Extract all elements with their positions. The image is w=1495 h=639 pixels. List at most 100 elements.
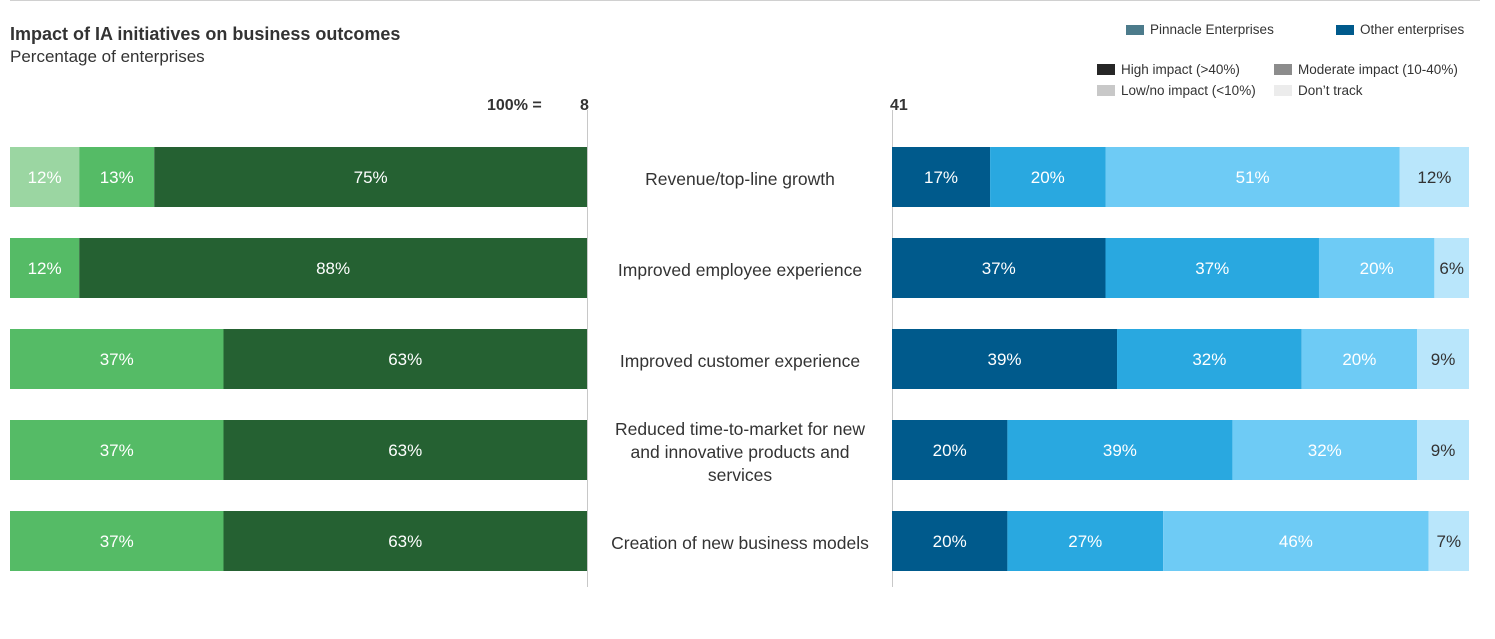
other-data-label-creation-of-new-business-models-low-no-impact-10: 46% — [1279, 532, 1313, 551]
other-data-label-improved-employee-experience-high-impact-40: 37% — [982, 259, 1016, 278]
pinnacle-data-label-revenue-top-line-growth-high-impact-40: 75% — [354, 168, 388, 187]
other-bar-creation-of-new-business-models-moderate-impact-10-40 — [1007, 511, 1164, 571]
other-data-label-revenue-top-line-growth-high-impact-40: 17% — [924, 168, 958, 187]
other-bar-improved-employee-experience-moderate-impact-10-40 — [1105, 238, 1319, 298]
pinnacle-axis-line — [587, 110, 588, 587]
pinnacle-bar-reduced-time-to-market-for-new-and-innovative-products-and-services-moderate-impact-10-40 — [10, 420, 224, 480]
pinnacle-bar-improved-employee-experience-moderate-impact-10-40 — [10, 238, 80, 298]
legend-swatch-low-impact — [1097, 85, 1115, 96]
pinnacle-bar-creation-of-new-business-models-moderate-impact-10-40 — [10, 511, 224, 571]
other-data-label-improved-employee-experience-don-t-track: 6% — [1439, 259, 1464, 278]
legend-label-pinnacle: Pinnacle Enterprises — [1150, 22, 1274, 37]
category-label-improved-customer-experience: Improved customer experience — [595, 350, 885, 373]
other-data-label-reduced-time-to-market-for-new-and-innovative-products-and-services-don-t-track: 9% — [1431, 441, 1456, 460]
other-bar-revenue-top-line-growth-don-t-track — [1399, 147, 1469, 207]
other-data-label-revenue-top-line-growth-low-no-impact-10: 51% — [1236, 168, 1270, 187]
pinnacle-bar-revenue-top-line-growth-moderate-impact-10-40 — [79, 147, 155, 207]
other-bar-improved-employee-experience-don-t-track — [1434, 238, 1469, 298]
pinnacle-data-label-improved-employee-experience-moderate-impact-10-40: 12% — [28, 259, 62, 278]
other-bar-reduced-time-to-market-for-new-and-innovative-products-and-services-don-t-track — [1417, 420, 1469, 480]
other-data-label-reduced-time-to-market-for-new-and-innovative-products-and-services-high-impact-40: 20% — [933, 441, 967, 460]
legend-swatch-dont-track — [1274, 85, 1292, 96]
other-bar-improved-customer-experience-low-no-impact-10 — [1301, 329, 1418, 389]
other-data-label-reduced-time-to-market-for-new-and-innovative-products-and-services-low-no-impact-10: 32% — [1308, 441, 1342, 460]
other-bar-reduced-time-to-market-for-new-and-innovative-products-and-services-high-impact-40 — [892, 420, 1008, 480]
category-label-line: Revenue/top-line growth — [645, 168, 835, 189]
legend-label-high-impact: High impact (>40%) — [1121, 62, 1240, 77]
other-data-label-creation-of-new-business-models-moderate-impact-10-40: 27% — [1068, 532, 1102, 551]
category-label-improved-employee-experience: Improved employee experience — [595, 259, 885, 282]
other-bar-improved-customer-experience-high-impact-40 — [892, 329, 1118, 389]
legend-swatch-moderate-impact — [1274, 64, 1292, 75]
legend-label-other: Other enterprises — [1360, 22, 1465, 37]
chart-title: Impact of IA initiatives on business out… — [10, 24, 401, 44]
category-label-line: Improved customer experience — [619, 350, 861, 371]
legend-item-dont-track: Don’t track — [1274, 83, 1363, 98]
legend-label-moderate-impact: Moderate impact (10-40%) — [1298, 62, 1458, 77]
pinnacle-data-label-reduced-time-to-market-for-new-and-innovative-products-and-services-moderate-impact-10-40: 37% — [100, 441, 134, 460]
other-data-label-revenue-top-line-growth-don-t-track: 12% — [1417, 168, 1451, 187]
legend-item-other: Other enterprises — [1336, 22, 1464, 37]
other-bar-revenue-top-line-growth-high-impact-40 — [892, 147, 991, 207]
other-data-label-improved-employee-experience-moderate-impact-10-40: 37% — [1195, 259, 1229, 278]
chart-subtitle: Percentage of enterprises — [10, 47, 205, 66]
other-data-label-revenue-top-line-growth-moderate-impact-10-40: 20% — [1031, 168, 1065, 187]
other-bar-reduced-time-to-market-for-new-and-innovative-products-and-services-moderate-impact-10-40 — [1007, 420, 1233, 480]
category-label-reduced-time-to-market-for-new-and-innovative-products-and-services: Reduced time-to-market for new and innova… — [595, 418, 885, 487]
category-label-line: services — [707, 464, 773, 485]
pinnacle-data-label-reduced-time-to-market-for-new-and-innovative-products-and-services-high-impact-40: 63% — [388, 441, 422, 460]
other-data-label-creation-of-new-business-models-high-impact-40: 20% — [933, 532, 967, 551]
legend-swatch-high-impact — [1097, 64, 1115, 75]
other-bar-reduced-time-to-market-for-new-and-innovative-products-and-services-low-no-impact-10 — [1232, 420, 1418, 480]
base-size-other: 41 — [890, 97, 908, 114]
other-bar-improved-employee-experience-low-no-impact-10 — [1318, 238, 1435, 298]
base-size-pinnacle: 8 — [580, 97, 589, 114]
pinnacle-data-label-improved-employee-experience-high-impact-40: 88% — [316, 259, 350, 278]
other-data-label-improved-employee-experience-low-no-impact-10: 20% — [1360, 259, 1394, 278]
pinnacle-bar-creation-of-new-business-models-high-impact-40 — [223, 511, 588, 571]
pinnacle-bar-improved-employee-experience-high-impact-40 — [79, 238, 588, 298]
category-label-creation-of-new-business-models: Creation of new business models — [595, 532, 885, 555]
pinnacle-data-label-creation-of-new-business-models-high-impact-40: 63% — [388, 532, 422, 551]
legend-label-low-impact: Low/no impact (<10%) — [1121, 83, 1256, 98]
other-bar-creation-of-new-business-models-don-t-track — [1428, 511, 1469, 571]
other-bar-improved-customer-experience-moderate-impact-10-40 — [1117, 329, 1302, 389]
category-label-line: Reduced time-to-market for new — [615, 418, 865, 439]
other-bar-revenue-top-line-growth-moderate-impact-10-40 — [990, 147, 1106, 207]
other-bar-revenue-top-line-growth-low-no-impact-10 — [1105, 147, 1400, 207]
base-size-prefix: 100% = — [487, 97, 542, 114]
other-data-label-improved-customer-experience-high-impact-40: 39% — [987, 350, 1021, 369]
other-data-label-improved-customer-experience-moderate-impact-10-40: 32% — [1192, 350, 1226, 369]
category-label-line: Creation of new business models — [611, 532, 869, 553]
other-bar-creation-of-new-business-models-high-impact-40 — [892, 511, 1008, 571]
legend-item-moderate-impact: Moderate impact (10-40%) — [1274, 62, 1458, 77]
category-label-line: and innovative products and — [630, 441, 850, 462]
other-bar-improved-customer-experience-don-t-track — [1417, 329, 1469, 389]
other-data-label-creation-of-new-business-models-don-t-track: 7% — [1437, 532, 1462, 551]
top-rule — [10, 0, 1480, 1]
category-label-revenue-top-line-growth: Revenue/top-line growth — [595, 168, 885, 191]
pinnacle-data-label-improved-customer-experience-moderate-impact-10-40: 37% — [100, 350, 134, 369]
legend-label-dont-track: Don’t track — [1298, 83, 1363, 98]
pinnacle-bar-reduced-time-to-market-for-new-and-innovative-products-and-services-high-impact-40 — [223, 420, 588, 480]
pinnacle-data-label-revenue-top-line-growth-low-no-impact-10: 12% — [28, 168, 62, 187]
legend-swatch-pinnacle — [1126, 24, 1144, 35]
legend-item-low-impact: Low/no impact (<10%) — [1097, 83, 1256, 98]
pinnacle-bar-revenue-top-line-growth-low-no-impact-10 — [10, 147, 80, 207]
other-bar-creation-of-new-business-models-low-no-impact-10 — [1163, 511, 1429, 571]
pinnacle-data-label-creation-of-new-business-models-moderate-impact-10-40: 37% — [100, 532, 134, 551]
other-bar-improved-employee-experience-high-impact-40 — [892, 238, 1106, 298]
legend-item-high-impact: High impact (>40%) — [1097, 62, 1240, 77]
pinnacle-data-label-improved-customer-experience-high-impact-40: 63% — [388, 350, 422, 369]
pinnacle-bar-improved-customer-experience-moderate-impact-10-40 — [10, 329, 224, 389]
pinnacle-bar-revenue-top-line-growth-high-impact-40 — [154, 147, 587, 207]
other-data-label-reduced-time-to-market-for-new-and-innovative-products-and-services-moderate-impact-10-40: 39% — [1103, 441, 1137, 460]
legend-swatch-other — [1336, 24, 1354, 35]
other-data-label-improved-customer-experience-low-no-impact-10: 20% — [1342, 350, 1376, 369]
pinnacle-data-label-revenue-top-line-growth-moderate-impact-10-40: 13% — [100, 168, 134, 187]
pinnacle-bar-improved-customer-experience-high-impact-40 — [223, 329, 588, 389]
legend-item-pinnacle: Pinnacle Enterprises — [1126, 22, 1274, 37]
category-label-line: Improved employee experience — [617, 259, 863, 280]
other-data-label-improved-customer-experience-don-t-track: 9% — [1431, 350, 1456, 369]
